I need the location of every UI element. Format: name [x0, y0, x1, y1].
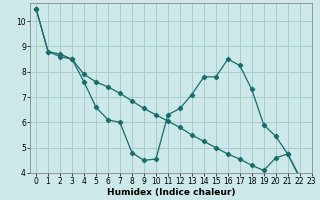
- X-axis label: Humidex (Indice chaleur): Humidex (Indice chaleur): [107, 188, 235, 197]
